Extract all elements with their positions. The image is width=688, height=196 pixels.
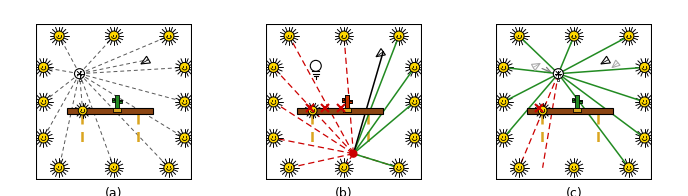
Bar: [349, 100, 352, 103]
Bar: [343, 108, 352, 112]
Circle shape: [409, 62, 420, 73]
Circle shape: [553, 69, 563, 79]
Circle shape: [498, 62, 508, 73]
Circle shape: [54, 163, 64, 173]
Bar: [580, 100, 582, 101]
Bar: [557, 79, 559, 81]
Bar: [350, 100, 352, 101]
Bar: [350, 100, 352, 101]
Circle shape: [39, 97, 48, 107]
Bar: [579, 100, 582, 103]
Circle shape: [394, 163, 404, 173]
Circle shape: [268, 97, 279, 107]
Bar: [345, 95, 349, 108]
Bar: [343, 108, 352, 112]
Circle shape: [409, 133, 420, 143]
Bar: [119, 100, 122, 103]
Bar: [573, 108, 581, 112]
Circle shape: [284, 31, 294, 41]
Circle shape: [640, 133, 649, 143]
Circle shape: [640, 62, 649, 73]
Circle shape: [164, 31, 174, 41]
Circle shape: [394, 31, 404, 41]
Circle shape: [180, 97, 190, 107]
Circle shape: [54, 31, 64, 41]
Bar: [342, 99, 345, 102]
Circle shape: [350, 150, 357, 157]
Circle shape: [569, 31, 579, 41]
Bar: [575, 95, 579, 108]
Circle shape: [268, 133, 279, 143]
Circle shape: [339, 31, 349, 41]
Bar: [572, 99, 575, 102]
Circle shape: [624, 163, 634, 173]
Circle shape: [569, 163, 579, 173]
Circle shape: [308, 106, 317, 115]
Circle shape: [39, 62, 48, 73]
Bar: [112, 98, 114, 100]
Circle shape: [74, 69, 85, 79]
Circle shape: [180, 62, 190, 73]
Bar: [116, 95, 119, 108]
Bar: [113, 108, 121, 112]
Bar: [527, 108, 613, 114]
Circle shape: [109, 31, 119, 41]
Circle shape: [624, 31, 634, 41]
Bar: [342, 99, 345, 102]
Bar: [345, 95, 349, 108]
Circle shape: [39, 133, 48, 143]
Bar: [342, 98, 344, 100]
Circle shape: [339, 163, 349, 173]
Circle shape: [109, 163, 119, 173]
Circle shape: [310, 60, 321, 71]
Bar: [572, 98, 574, 100]
Circle shape: [498, 97, 508, 107]
Circle shape: [538, 106, 547, 115]
Text: (a): (a): [105, 187, 122, 196]
Circle shape: [180, 133, 190, 143]
Circle shape: [640, 97, 649, 107]
Circle shape: [409, 97, 420, 107]
Bar: [112, 99, 116, 102]
Circle shape: [498, 133, 508, 143]
Bar: [67, 108, 153, 114]
Circle shape: [268, 62, 279, 73]
Circle shape: [284, 163, 294, 173]
Bar: [120, 100, 122, 101]
Circle shape: [514, 163, 524, 173]
Bar: [349, 100, 352, 103]
Circle shape: [514, 31, 524, 41]
Circle shape: [164, 163, 174, 173]
Text: (b): (b): [335, 187, 353, 196]
Circle shape: [78, 106, 87, 115]
Bar: [342, 98, 344, 100]
Bar: [78, 79, 80, 81]
Text: (c): (c): [566, 187, 582, 196]
Bar: [297, 108, 383, 114]
